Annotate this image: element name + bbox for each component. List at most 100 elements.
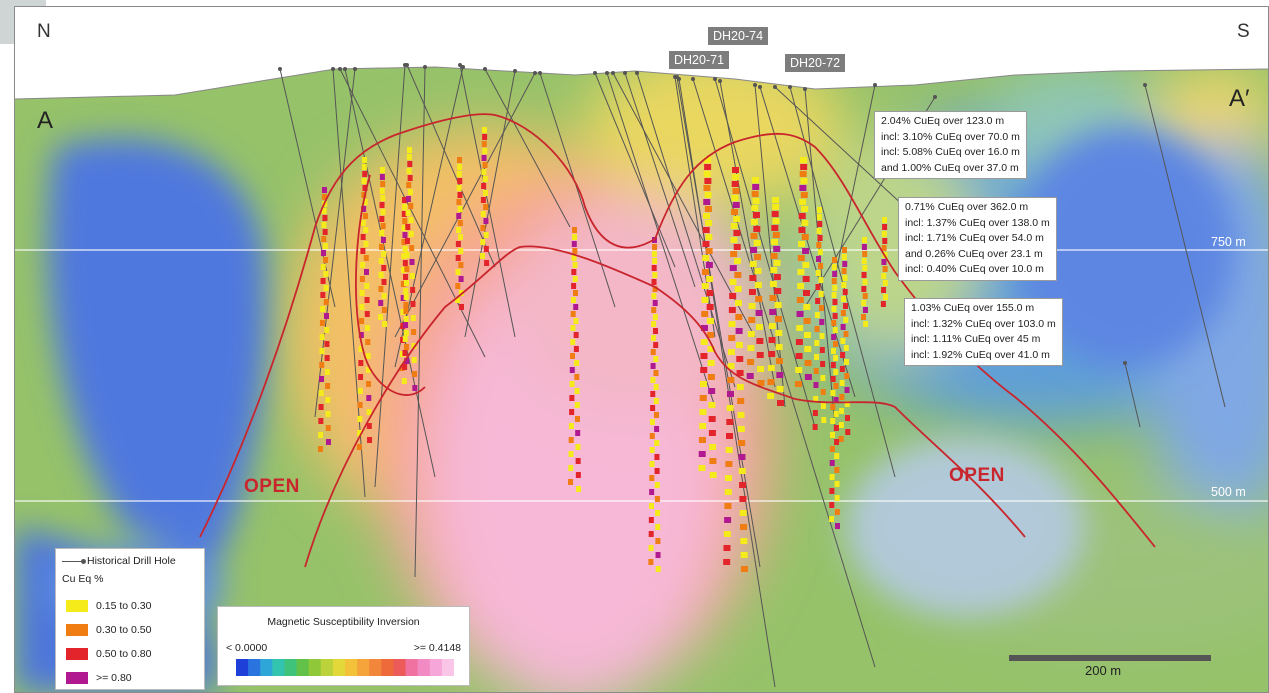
assay-interval [755, 310, 763, 316]
intercept-line: 1.03% CuEq over 155.0 m [911, 302, 1035, 314]
section-end-label: A′ [1229, 85, 1250, 112]
assay-interval [700, 325, 708, 331]
assay-interval [800, 164, 808, 170]
assay-interval [483, 218, 489, 224]
drill-hole-collar [278, 67, 282, 71]
assay-interval [456, 185, 462, 191]
assay-interval [406, 154, 412, 160]
assay-interval [655, 538, 661, 544]
assay-interval [726, 419, 734, 425]
assay-interval [400, 281, 406, 287]
drill-hole-collar [718, 79, 722, 83]
assay-interval [839, 366, 845, 372]
assay-interval [458, 234, 464, 240]
assay-interval [774, 288, 782, 294]
assay-interval [455, 269, 461, 275]
assay-interval [803, 318, 811, 324]
assay-interval [708, 416, 716, 422]
assay-interval [776, 372, 784, 378]
assay-interval [321, 250, 327, 256]
assay-interval [321, 194, 327, 200]
assay-interval [653, 342, 659, 348]
assay-interval [455, 297, 461, 303]
assay-interval [381, 265, 387, 271]
assay-interval [834, 439, 840, 445]
assay-interval [800, 192, 808, 198]
assay-interval [572, 248, 578, 254]
assay-interval [698, 451, 706, 457]
assay-interval [702, 213, 710, 219]
assay-interval [699, 423, 707, 429]
assay-interval [730, 251, 738, 257]
assay-interval [768, 337, 776, 343]
assay-interval [749, 275, 757, 281]
assay-interval [357, 416, 363, 422]
assay-interval [862, 279, 868, 285]
assay-interval [739, 496, 747, 502]
assay-interval [699, 409, 707, 415]
assay-interval [820, 389, 826, 395]
drill-hole-trace [459, 64, 516, 338]
assay-interval [572, 234, 578, 240]
ramp-segment [381, 659, 394, 676]
assay-interval [818, 263, 824, 269]
assay-interval [318, 390, 324, 396]
assay-interval [842, 275, 848, 281]
assay-interval [883, 294, 889, 300]
assay-interval [796, 311, 804, 317]
assay-interval [568, 423, 574, 429]
assay-interval [731, 209, 739, 215]
assay-interval [704, 157, 711, 163]
legend-class-4: >= 0.80 [66, 672, 132, 686]
assay-interval [814, 326, 820, 332]
historical-drill-hole-label: Historical Drill Hole [87, 555, 176, 567]
assay-interval [747, 331, 755, 337]
assay-interval [482, 162, 488, 168]
assay-interval [770, 267, 778, 273]
assay-interval [843, 303, 849, 309]
assay-interval [706, 276, 714, 282]
assay-interval [408, 231, 414, 237]
assay-interval [574, 374, 580, 380]
assay-interval [768, 323, 776, 329]
assay-interval [703, 185, 711, 191]
assay-interval [699, 381, 707, 387]
assay-interval [702, 241, 710, 247]
assay-interval [749, 261, 757, 267]
assay-interval [318, 418, 324, 424]
assay-interval [482, 190, 488, 196]
assay-interval [737, 412, 745, 418]
assay-interval [740, 552, 748, 558]
assay-interval [401, 225, 407, 231]
assay-interval [400, 323, 406, 329]
assay-interval [843, 345, 849, 351]
assay-interval [322, 215, 328, 221]
assay-interval [882, 238, 888, 244]
assay-interval [769, 309, 777, 315]
assay-interval [754, 282, 762, 288]
assay-interval [568, 479, 574, 485]
assay-interval [569, 409, 575, 415]
assay-interval [359, 318, 365, 324]
drill-hole-collar [1143, 83, 1147, 87]
assay-interval [651, 279, 657, 285]
assay-interval [834, 467, 840, 473]
legend-swatch [66, 624, 88, 637]
drill-hole-collar [533, 71, 537, 75]
assay-interval [378, 300, 384, 306]
assay-interval [734, 258, 742, 264]
elevation-label-750: 750 m [1211, 235, 1246, 249]
assay-interval [881, 259, 887, 265]
assay-interval [403, 344, 409, 350]
assay-interval [650, 391, 656, 397]
assay-interval [652, 258, 658, 264]
assay-interval [655, 524, 661, 530]
assay-interval [812, 410, 818, 416]
assay-interval [380, 181, 386, 187]
assay-interval [803, 332, 811, 338]
assay-interval [650, 335, 656, 341]
assay-interval [833, 411, 839, 417]
ramp-segment [357, 659, 370, 676]
ramp-segment [260, 659, 273, 676]
assay-interval [457, 206, 463, 212]
